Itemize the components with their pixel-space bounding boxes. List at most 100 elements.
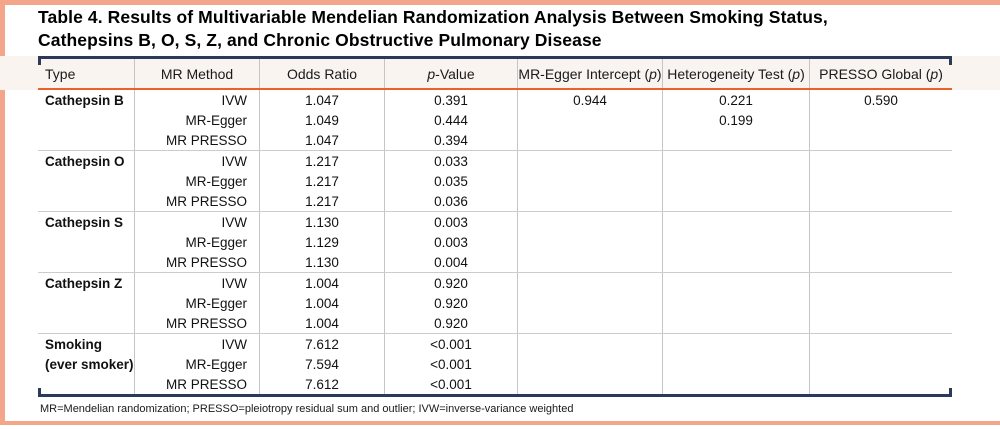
cell-mr-method: IVW — [135, 90, 260, 110]
cell-heterogeneity-test — [663, 252, 810, 272]
cell-presso-global — [810, 110, 952, 130]
cell-mr-method: IVW — [135, 212, 260, 232]
cell-mr-egger-intercept — [518, 334, 663, 354]
table-row: Smoking IVW 7.612 <0.001 — [38, 334, 952, 354]
cell-presso-global — [810, 212, 952, 232]
cell-p-value: <0.001 — [385, 334, 518, 354]
table-row: Cathepsin Z IVW 1.004 0.920 — [38, 273, 952, 293]
cell-presso-global — [810, 151, 952, 171]
cell-odds-ratio: 1.217 — [260, 151, 385, 171]
cell-p-value: 0.003 — [385, 232, 518, 252]
cell-type — [38, 191, 135, 211]
column-header-odds-ratio: Odds Ratio — [260, 59, 385, 88]
column-header-heterogeneity-test-p: Heterogeneity Test (p) — [663, 59, 810, 88]
cell-heterogeneity-test — [663, 151, 810, 171]
column-header-text: -Value — [435, 65, 475, 82]
cell-mr-egger-intercept — [518, 252, 663, 272]
row-group-smoking: Smoking IVW 7.612 <0.001 (ever smoker) MR-Egg… — [38, 333, 952, 394]
column-header-mr-egger-intercept-p: MR-Egger Intercept (p) — [518, 59, 663, 88]
cell-mr-method: MR-Egger — [135, 293, 260, 313]
cell-p-value: 0.035 — [385, 171, 518, 191]
cell-presso-global — [810, 273, 952, 293]
table-header-row: Type MR Method Odds Ratio p -Value MR-Egger I… — [38, 59, 952, 88]
cell-mr-egger-intercept — [518, 273, 663, 293]
cell-mr-egger-intercept — [518, 212, 663, 232]
cell-heterogeneity-test — [663, 212, 810, 232]
table-bottom-rule — [38, 388, 952, 397]
cell-mr-method: IVW — [135, 334, 260, 354]
cell-p-value: 0.033 — [385, 151, 518, 171]
cell-type: Cathepsin S — [38, 212, 135, 232]
frame-border-left — [0, 0, 5, 425]
cell-type — [38, 130, 135, 150]
table-row: MR-Egger 1.129 0.003 — [38, 232, 952, 252]
cell-type — [38, 374, 135, 394]
cell-p-value: <0.001 — [385, 374, 518, 394]
cell-mr-method: MR PRESSO — [135, 313, 260, 333]
column-header-text: ) — [938, 65, 943, 82]
table-header-area: Type MR Method Odds Ratio p -Value MR-Egger I… — [38, 56, 952, 90]
cell-mr-egger-intercept — [518, 232, 663, 252]
cell-heterogeneity-test — [663, 374, 810, 394]
cell-type: (ever smoker) — [38, 354, 135, 374]
table-row: MR PRESSO 1.004 0.920 — [38, 313, 952, 333]
cell-heterogeneity-test — [663, 293, 810, 313]
table-footnote: MR=Mendelian randomization; PRESSO=pleio… — [40, 403, 574, 415]
cell-mr-egger-intercept — [518, 354, 663, 374]
cell-presso-global — [810, 313, 952, 333]
cell-p-value: 0.920 — [385, 293, 518, 313]
cell-heterogeneity-test — [663, 171, 810, 191]
column-header-presso-global-p: PRESSO Global (p) — [810, 59, 952, 88]
cell-odds-ratio: 7.612 — [260, 374, 385, 394]
cell-heterogeneity-test — [663, 273, 810, 293]
cell-type — [38, 232, 135, 252]
cell-mr-egger-intercept — [518, 293, 663, 313]
row-group-cathepsin-z: Cathepsin Z IVW 1.004 0.920 MR-Egger 1.004 0.9… — [38, 272, 952, 333]
cell-heterogeneity-test — [663, 334, 810, 354]
cell-p-value: 0.444 — [385, 110, 518, 130]
cell-odds-ratio: 1.130 — [260, 212, 385, 232]
table-row: MR PRESSO 1.130 0.004 — [38, 252, 952, 272]
cell-heterogeneity-test — [663, 191, 810, 211]
row-group-cathepsin-b: Cathepsin B IVW 1.047 0.391 0.944 0.221 0.590 M… — [38, 90, 952, 150]
column-header-text: Odds Ratio — [286, 65, 358, 82]
cell-presso-global — [810, 252, 952, 272]
cell-odds-ratio: 7.612 — [260, 334, 385, 354]
cell-odds-ratio: 1.047 — [260, 90, 385, 110]
cell-mr-method: MR-Egger — [135, 232, 260, 252]
cell-p-value: 0.003 — [385, 212, 518, 232]
cell-mr-egger-intercept — [518, 130, 663, 150]
cell-mr-egger-intercept — [518, 313, 663, 333]
column-header-text: ) — [800, 65, 805, 82]
frame-border-bottom — [0, 421, 1000, 425]
cell-mr-egger-intercept — [518, 374, 663, 394]
header-orange-rule — [38, 88, 952, 90]
cell-presso-global — [810, 374, 952, 394]
cell-presso-global — [810, 130, 952, 150]
cell-type — [38, 252, 135, 272]
cell-presso-global — [810, 232, 952, 252]
cell-type — [38, 313, 135, 333]
cell-p-value: 0.920 — [385, 273, 518, 293]
cell-type — [38, 293, 135, 313]
column-header-p-value: p -Value — [385, 59, 518, 88]
cell-odds-ratio: 1.004 — [260, 313, 385, 333]
cell-type: Smoking — [38, 334, 135, 354]
table-row: MR-Egger 1.004 0.920 — [38, 293, 952, 313]
cell-odds-ratio: 1.047 — [260, 130, 385, 150]
column-header-text: ) — [656, 65, 662, 82]
cell-presso-global — [810, 334, 952, 354]
cell-heterogeneity-test — [663, 354, 810, 374]
frame-border-top — [0, 0, 1000, 5]
cell-presso-global — [810, 354, 952, 374]
table-title: Table 4. Results of Multivariable Mendel… — [38, 6, 828, 52]
cell-odds-ratio: 7.594 — [260, 354, 385, 374]
cell-mr-egger-intercept — [518, 191, 663, 211]
cell-type — [38, 110, 135, 130]
table-row: Cathepsin B IVW 1.047 0.391 0.944 0.221 0.590 — [38, 90, 952, 110]
cell-mr-method: IVW — [135, 151, 260, 171]
column-header-text: Heterogeneity Test ( — [667, 65, 793, 82]
cell-odds-ratio: 1.217 — [260, 191, 385, 211]
cell-mr-egger-intercept — [518, 151, 663, 171]
